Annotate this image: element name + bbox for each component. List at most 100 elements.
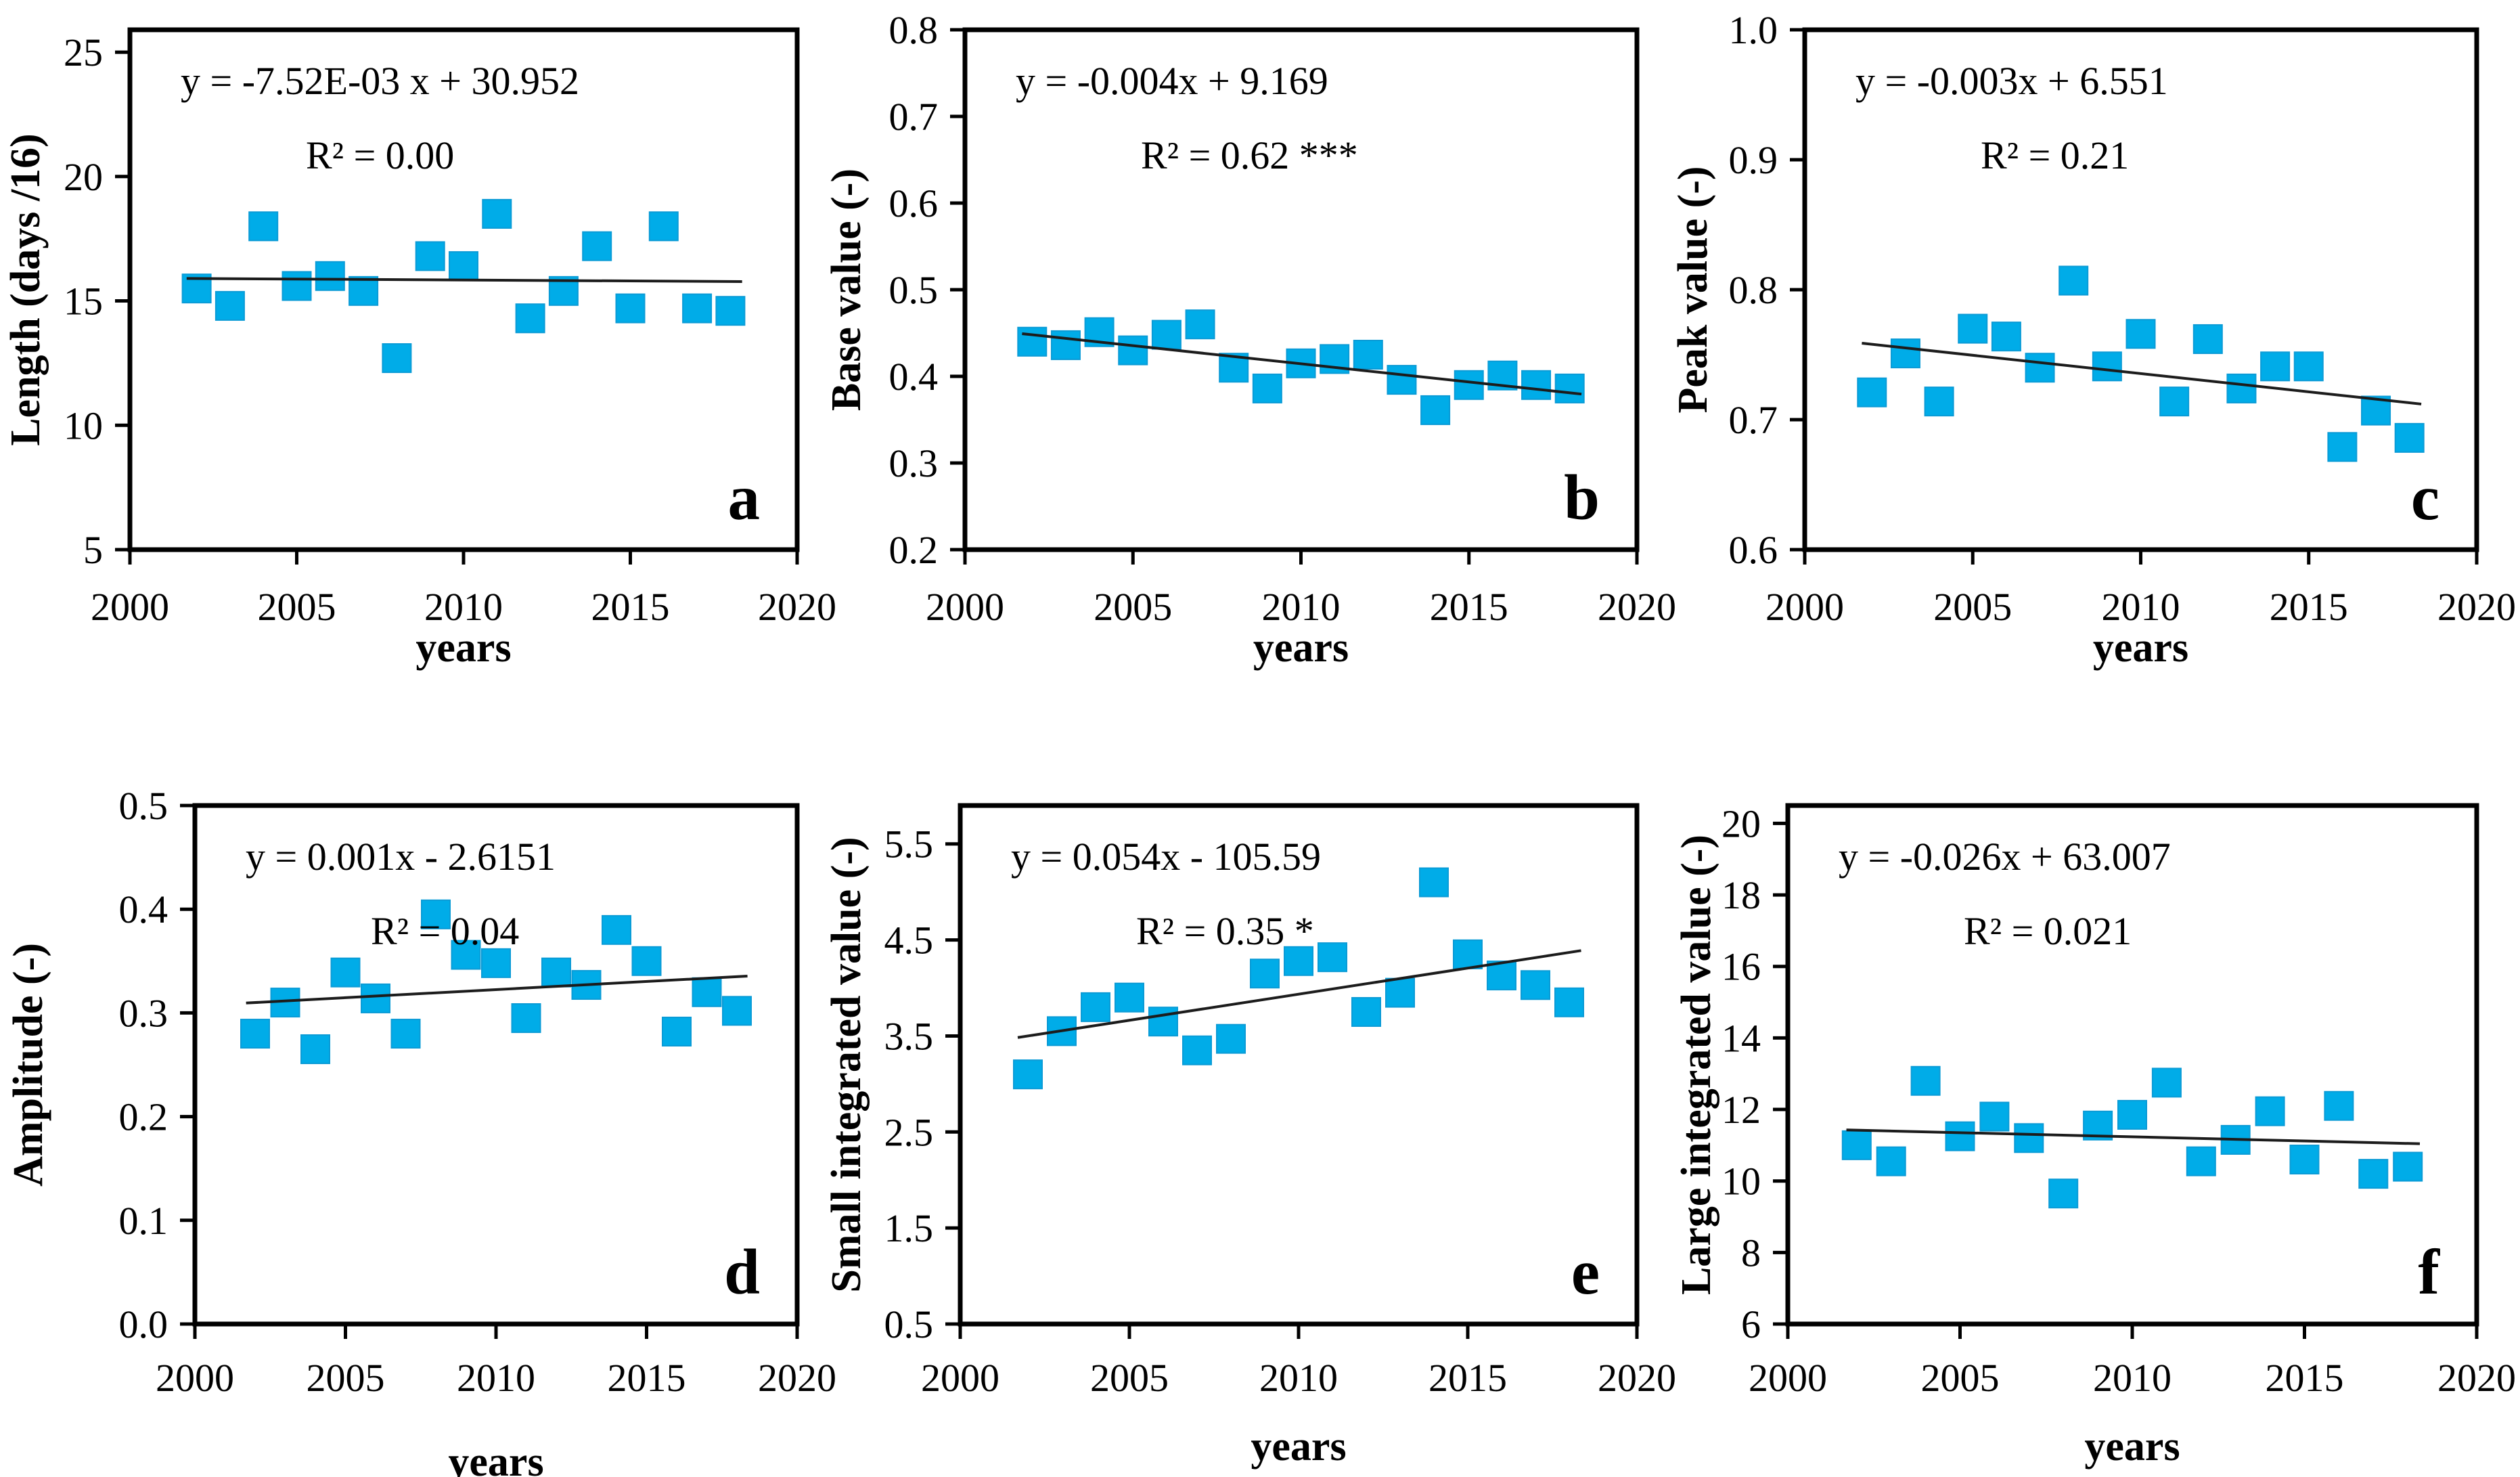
y-axis-tick-label: 0.1 (119, 1199, 168, 1243)
data-point-2018 (722, 996, 752, 1026)
data-point-2018 (1554, 987, 1584, 1017)
data-point-2002 (1841, 1130, 1872, 1160)
panel-a-chart: 5 10 15 20 25 2000 2005 2010 2015 2020 y = -7.52E-… (3, 27, 836, 671)
y-axis-tick-label: 0.0 (119, 1302, 168, 1346)
data-point-2009 (1250, 958, 1280, 989)
panel-e: 0.5 1.5 2.5 3.5 4.5 5.5 2000 2005 2010 2015 2020 y … (824, 738, 1680, 1477)
y-axis-tick-label: 0.4 (889, 355, 939, 399)
x-axis-title: years (2093, 625, 2188, 671)
data-point-2012 (2186, 1146, 2216, 1176)
x-axis-tick-label: 2010 (457, 1356, 535, 1400)
panel-letter: b (1564, 462, 1600, 533)
plot-frame (127, 27, 800, 552)
x-axis-tick-label: 2010 (2093, 1356, 2172, 1400)
y-axis-tick-label: 0.2 (119, 1095, 168, 1139)
data-point-2012 (1351, 996, 1381, 1027)
data-point-2003 (1890, 338, 1920, 369)
data-point-2012 (541, 957, 571, 988)
x-axis-tick-label: 2010 (1259, 1356, 1338, 1400)
x-axis-tick-label: 2000 (156, 1356, 234, 1400)
data-point-2003 (215, 290, 245, 321)
equation-label: y = -0.003x + 6.551 (1855, 59, 2168, 103)
data-point-2003 (1876, 1146, 1906, 1176)
data-point-2011 (2159, 387, 2190, 417)
data-point-2005 (330, 957, 361, 988)
data-point-2009 (415, 241, 445, 271)
data-point-2007 (1185, 309, 1215, 340)
x-axis-tick-label: 2015 (591, 585, 670, 629)
data-point-2011 (2151, 1067, 2182, 1098)
y-axis-tick-label: 0.6 (889, 181, 939, 225)
plot-frame (192, 803, 800, 1327)
data-point-2008 (2058, 265, 2089, 296)
data-point-2012 (515, 303, 545, 334)
y-axis-tick-label: 10 (1722, 1160, 1761, 1204)
data-point-2010 (481, 948, 511, 978)
x-axis-tick-label: 2005 (307, 1356, 385, 1400)
data-point-2015 (631, 946, 662, 976)
data-point-2008 (382, 343, 412, 374)
y-axis-title: Base value (-) (824, 169, 870, 411)
data-point-2012 (2192, 324, 2223, 354)
data-point-2006 (1151, 319, 1182, 350)
data-point-2005 (1118, 335, 1148, 366)
data-point-2006 (1979, 1101, 2010, 1132)
data-point-2018 (2393, 1151, 2423, 1182)
y-axis-tick-label: 0.8 (889, 8, 939, 52)
data-point-2002 (240, 1019, 270, 1049)
x-axis-tick-label: 2020 (758, 1356, 836, 1400)
x-axis-tick-label: 2005 (1921, 1356, 2000, 1400)
panel-b-chart: 0.2 0.3 0.4 0.5 0.6 0.7 0.8 2000 2005 2010 2015 202… (824, 8, 1676, 671)
x-axis-tick-label: 2005 (1094, 585, 1172, 629)
data-point-2007 (2025, 353, 2055, 383)
plot-frame (1802, 27, 2479, 552)
data-point-2015 (2293, 351, 2324, 382)
y-axis-tick-label: 14 (1722, 1016, 1761, 1060)
trend-line (246, 974, 748, 1005)
y-axis-tick-label: 12 (1722, 1088, 1761, 1132)
y-axis-tick-label: 25 (64, 30, 103, 74)
y-axis-tick-label: 5 (83, 528, 103, 572)
data-point-2015 (1453, 939, 1483, 969)
r-squared-label: R² = 0.00 (306, 133, 454, 177)
trend-line (1846, 1128, 2421, 1145)
panel-letter: c (2411, 462, 2439, 533)
x-axis-tick-label: 2000 (921, 1356, 999, 1400)
x-axis-tick-label: 2020 (758, 585, 836, 629)
x-axis-title: years (1253, 625, 1349, 671)
plot-frame (1785, 803, 2479, 1327)
y-axis-tick-label: 4.5 (884, 919, 934, 963)
y-axis-tick-label: 0.5 (884, 1302, 934, 1346)
data-point-2009 (2092, 351, 2122, 382)
panel-f: 6 8 10 12 14 16 18 20 2000 2005 2010 2015 2020 y = -0… (1673, 738, 2519, 1477)
data-point-2014 (2255, 1096, 2285, 1126)
equation-label: y = 0.001x - 2.6151 (246, 835, 556, 879)
data-point-2017 (682, 293, 713, 324)
data-point-2017 (2358, 1159, 2389, 1189)
y-axis-tick-label: 0.7 (889, 95, 939, 139)
data-point-2003 (270, 988, 300, 1018)
y-axis-tick-label: 10 (64, 403, 103, 447)
r-squared-label: R² = 0.021 (1964, 909, 2132, 953)
data-point-2014 (582, 231, 612, 261)
data-point-2002 (1857, 377, 1887, 407)
data-point-2017 (1521, 970, 1550, 1000)
data-point-2017 (692, 977, 722, 1007)
x-axis-tick-label: 2015 (2270, 585, 2348, 629)
data-point-2014 (1420, 395, 1451, 425)
y-axis-tick-label: 3.5 (884, 1014, 934, 1058)
y-axis-tick-label: 0.9 (1729, 138, 1778, 182)
panel-b: 0.2 0.3 0.4 0.5 0.6 0.7 0.8 2000 2005 2010 2015 202… (824, 0, 1680, 738)
panel-e-chart: 0.5 1.5 2.5 3.5 4.5 5.5 2000 2005 2010 2015 2020 y … (824, 803, 1676, 1470)
trend-line (1022, 332, 1582, 396)
y-axis-tick-label: 0.2 (889, 528, 939, 572)
x-axis-title: years (1251, 1424, 1346, 1470)
data-point-2017 (1521, 370, 1552, 400)
data-point-2004 (248, 211, 279, 242)
data-point-2007 (348, 275, 379, 306)
data-point-2016 (1487, 961, 1516, 991)
x-axis-tick-label: 2020 (2437, 1356, 2516, 1400)
y-axis-tick-label: 0.3 (889, 441, 939, 485)
y-axis-title: Small integrated value (-) (824, 837, 870, 1292)
